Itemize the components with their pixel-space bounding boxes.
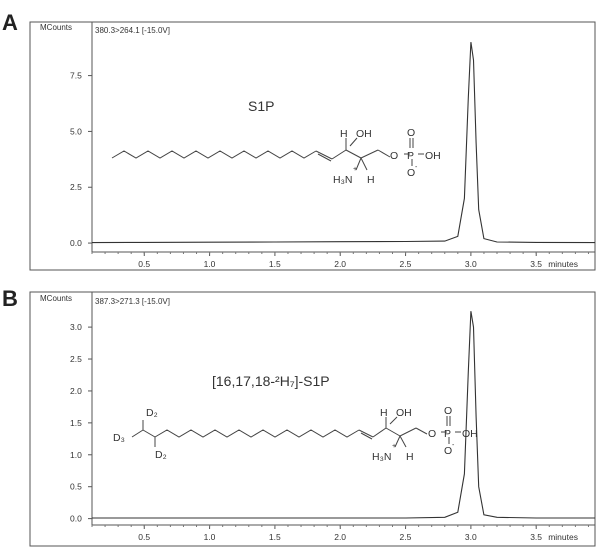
panel-b-phosphate-oh: OH	[462, 428, 478, 440]
panel-b-x-tick-4: 2.5	[400, 532, 412, 542]
panel-a-y-ticks: 0.0 2.5 5.0 7.5	[70, 71, 92, 248]
panel-a-y-unit: MCounts	[40, 23, 72, 32]
panel-a-x-ticks: 0.5 1.0 1.5 2.0 2.5 3.0 3.5 minutes	[91, 252, 589, 269]
panel-b-d3: D₃	[113, 432, 125, 444]
panel-b-phosphorus: P	[444, 428, 451, 440]
panel-b-y-ticks: 0.0 0.5 1.0 1.5 2.0 2.5 3.0	[70, 322, 92, 524]
panel-b-alkyl-chain	[154, 429, 360, 438]
panel-b-y-tick-0: 0.0	[70, 514, 82, 524]
panel-a-transition: 380.3>264.1 [-15.0V]	[95, 26, 170, 35]
panel-b-x-tick-6: 3.5	[530, 532, 542, 542]
panel-a-x-tick-5: 3.0	[465, 259, 477, 269]
panel-b: B MCounts 387.3>271.3 [-15.0V] 0.0 0.5 1.0…	[2, 286, 596, 547]
panel-a-compound-name: S1P	[248, 98, 274, 114]
panel-a-x-tick-2: 1.5	[269, 259, 281, 269]
panel-b-x-tick-5: 3.0	[465, 532, 477, 542]
panel-a-x-unit: minutes	[548, 259, 578, 269]
panel-a-alkyl-chain	[111, 150, 317, 159]
panel-b-x-unit: minutes	[548, 532, 578, 542]
panel-a-x-tick-6: 3.5	[530, 259, 542, 269]
panel-b-h-top: H	[380, 407, 388, 419]
panel-a-s1p-structure	[111, 137, 424, 171]
panel-b-ester-o: O	[428, 428, 436, 440]
panel-a-phosphorus: P	[407, 150, 414, 162]
panel-b-x-ticks: 0.5 1.0 1.5 2.0 2.5 3.0 3.5 minutes	[91, 525, 589, 542]
panel-b-transition: 387.3>271.3 [-15.0V]	[95, 297, 170, 306]
panel-b-compound-name: [16,17,18-²H₇]-S1P	[212, 373, 330, 389]
panel-a-h-top: H	[340, 128, 348, 140]
panel-b-d2-top: D₂	[146, 407, 158, 419]
panel-b-x-tick-1: 1.0	[204, 532, 216, 542]
panel-a-ester-o: O	[390, 150, 398, 162]
panel-b-charge-minus: -	[452, 442, 455, 449]
panel-b-double-bond-o: O	[444, 405, 452, 417]
panel-a-phosphate-o-minus: O	[407, 167, 415, 179]
panel-a-y-tick-2: 5.0	[70, 126, 82, 136]
panel-b-frame	[29, 291, 596, 547]
panel-b-y-tick-3: 1.5	[70, 418, 82, 428]
panel-b-y-unit: MCounts	[40, 294, 72, 303]
panel-a-y-tick-0: 0.0	[70, 238, 82, 248]
panel-b-x-tick-3: 2.0	[334, 532, 346, 542]
panel-b-charge-plus: +	[392, 443, 396, 450]
panel-b-y-tick-5: 2.5	[70, 354, 82, 364]
panel-b-x-tick-0: 0.5	[138, 532, 150, 542]
panel-b-y-tick-1: 0.5	[70, 482, 82, 492]
panel-a-x-tick-4: 2.5	[400, 259, 412, 269]
panel-a-y-tick-1: 2.5	[70, 182, 82, 192]
panel-a-double-bond-o: O	[407, 127, 415, 139]
panel-letter-b: B	[2, 286, 18, 311]
panel-b-d-s1p-structure	[131, 416, 461, 448]
panel-b-amine: H₃N	[372, 451, 391, 463]
panel-b-h-bottom: H	[406, 451, 414, 463]
panel-a-frame	[29, 21, 596, 271]
panel-a-charge-plus: +	[353, 166, 357, 173]
panel-b-d2-bottom: D₂	[155, 449, 167, 461]
panel-b-oh-top: OH	[396, 407, 412, 419]
panel-b-x-tick-2: 1.5	[269, 532, 281, 542]
panel-b-y-tick-4: 2.0	[70, 386, 82, 396]
panel-a-oh-top: OH	[356, 128, 372, 140]
panel-b-trace	[92, 311, 595, 519]
panel-a: A MCounts 380.3>264.1 [-15.0V] 0.0 2.5 5.0…	[2, 10, 596, 271]
panel-a-y-tick-3: 7.5	[70, 71, 82, 81]
panel-a-x-tick-1: 1.0	[204, 259, 216, 269]
panel-a-h-bottom: H	[367, 174, 375, 186]
panel-a-x-tick-3: 2.0	[334, 259, 346, 269]
panel-letter-a: A	[2, 10, 18, 35]
panel-b-phosphate-o-minus: O	[444, 445, 452, 457]
panel-a-amine: H₃N	[333, 174, 352, 186]
panel-a-x-tick-0: 0.5	[138, 259, 150, 269]
panel-b-y-tick-6: 3.0	[70, 322, 82, 332]
panel-a-charge-minus: -	[415, 164, 418, 171]
panel-b-y-tick-2: 1.0	[70, 450, 82, 460]
panel-a-trace	[91, 42, 596, 244]
panel-a-phosphate-oh: OH	[425, 150, 441, 162]
